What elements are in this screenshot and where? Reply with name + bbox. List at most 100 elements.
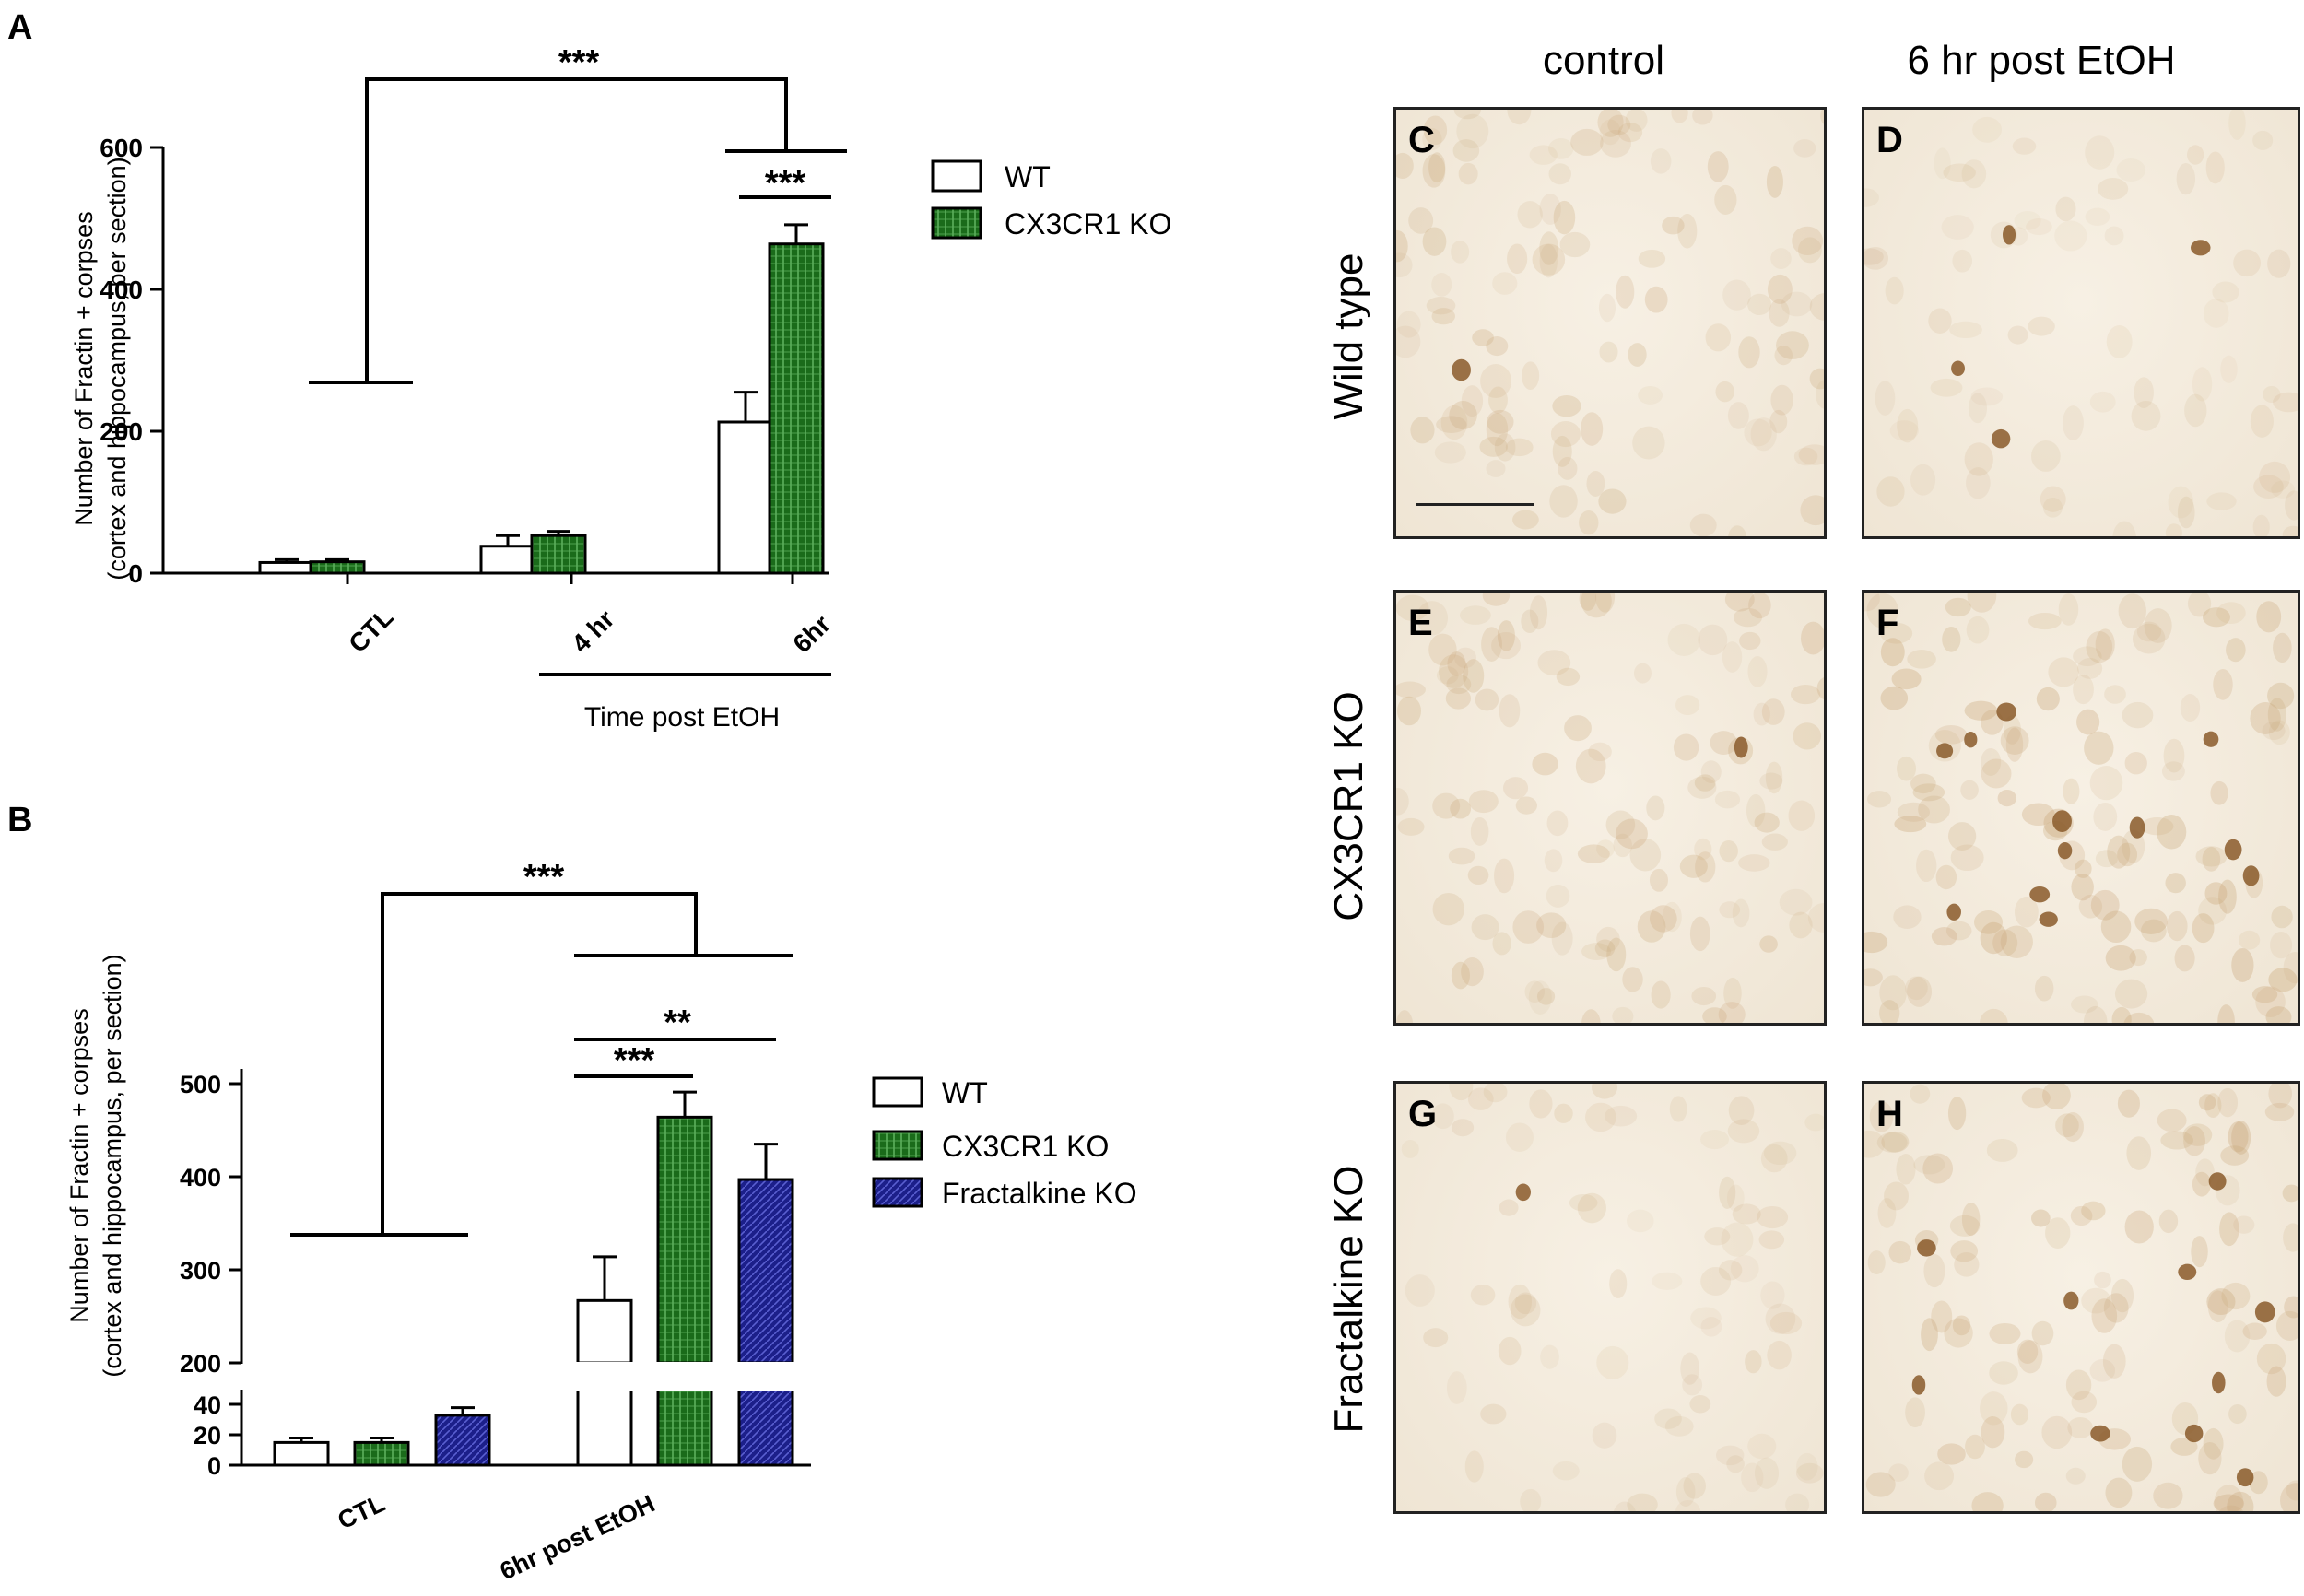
cell-nucleus [1594,939,1616,957]
micrograph-h [1862,1081,2300,1514]
cell-nucleus [1532,752,1558,776]
cell-nucleus [1662,216,1685,235]
cell-nucleus [1906,976,1933,1007]
cell-nucleus [1966,467,1991,499]
cell-nucleus [2034,975,2054,1002]
cell-nucleus [1710,731,1738,756]
cell-nucleus [1585,1102,1616,1132]
cell-nucleus [1765,761,1783,794]
cell-nucleus [1781,291,1813,317]
cell-nucleus [2273,632,2292,663]
cell-nucleus [1965,1434,1985,1460]
chart-a-sig-main: *** [558,43,600,82]
cell-nucleus [1591,1084,1618,1099]
bar-b-low-cx3cr1-1 [656,1388,713,1467]
cell-nucleus [1617,123,1643,143]
cell-nucleus [2007,325,2028,345]
chart-b-ytick-20: 20 [194,1422,221,1449]
cell-nucleus [1935,864,1957,890]
cell-nucleus [1687,776,1717,799]
bar-b-low-wt-1 [576,1388,633,1467]
cell-nucleus [1864,593,1880,612]
cell-nucleus [2183,1126,2206,1156]
cell-nucleus [1879,975,1907,1011]
cell-nucleus [1704,1227,1731,1246]
cell-nucleus [1679,854,1708,878]
cell-nucleus [1761,698,1785,725]
cell-nucleus [2105,945,2136,971]
cell-nucleus [2213,669,2233,700]
cell-nucleus [2076,657,2103,679]
cell-nucleus [2094,1271,2111,1289]
cell-nucleus [2220,1145,2250,1166]
cell-nucleus [1745,1350,1762,1374]
cell-nucleus [2280,1483,2298,1511]
micrograph-label-d: D [1876,120,1903,160]
chart-a-legend-swatch-cx3cr1 [931,206,982,240]
cell-nucleus [1864,968,1883,987]
cell-nucleus [1434,441,1466,464]
cell-nucleus [2217,1004,2235,1023]
cell-nucleus [1577,1192,1606,1224]
cell-nucleus [1879,1000,1900,1023]
fractin-positive-cell [1991,428,2011,449]
fractin-positive-cell [1964,732,1978,748]
cell-nucleus [2275,1310,2298,1341]
cell-nucleus [1588,742,1612,762]
cell-nucleus [1436,416,1467,433]
cell-nucleus [2016,1339,2039,1364]
cell-nucleus [1934,724,1968,745]
cell-nucleus [1644,286,1668,313]
cell-nucleus [2198,1442,2222,1475]
cell-nucleus [1410,417,1435,444]
cell-nucleus [2021,803,2055,827]
fractin-positive-cell [2003,225,2016,245]
cell-nucleus [1422,154,1446,188]
cell-nucleus [1649,868,1668,892]
cell-nucleus [2021,1087,2051,1109]
cell-nucleus [2283,952,2298,984]
cell-nucleus [2030,440,2061,472]
cell-nucleus [2083,1005,2108,1023]
chart-b-xtick-ctl: CTL [334,1489,389,1534]
cell-nucleus [1869,1101,1894,1132]
cell-nucleus [1715,1445,1745,1466]
cell-nucleus [2264,1102,2295,1121]
cell-nucleus [1396,594,1429,621]
cell-nucleus [1728,525,1747,536]
fractin-positive-cell [2242,865,2260,886]
cell-nucleus [1649,905,1677,933]
cell-nucleus [1769,409,1788,434]
axis-break-gap-cx3cr1-1 [656,1362,713,1391]
chart-b-ylabel-line2: (cortex and hippocampus, per section) [99,954,126,1377]
cell-nucleus [1714,184,1737,215]
cell-nucleus [2228,1403,2247,1425]
cell-nucleus [2140,817,2174,836]
cell-nucleus [1689,513,1717,536]
fractin-positive-cell [2254,1301,2275,1323]
cell-nucleus [2131,400,2161,431]
cell-nucleus [2126,1136,2152,1170]
bar-b-wt-0 [273,1440,330,1467]
cell-nucleus [1700,1266,1732,1296]
cell-nucleus [2207,1290,2228,1323]
cell-nucleus [2285,490,2298,521]
cell-nucleus [2206,1288,2236,1316]
cell-nucleus [1577,844,1610,863]
cell-nucleus [2045,1217,2071,1249]
cell-nucleus [1970,387,2004,406]
cell-nucleus [2192,367,2213,402]
cell-nucleus [1481,627,1502,662]
fractin-positive-cell [2224,839,2242,861]
cell-nucleus [2063,778,2080,804]
cell-nucleus [1779,888,1813,916]
cell-nucleus [1605,1105,1638,1127]
cell-nucleus [1964,700,1998,721]
cell-nucleus [1867,1250,1886,1275]
fractin-positive-cell [2129,816,2145,839]
cell-nucleus [1744,418,1772,447]
chart-a-legend-swatch-wt [931,159,982,193]
cell-nucleus [1606,937,1627,972]
chart-a-ytick-200: 200 [100,417,143,446]
cell-nucleus [2042,1084,2071,1109]
